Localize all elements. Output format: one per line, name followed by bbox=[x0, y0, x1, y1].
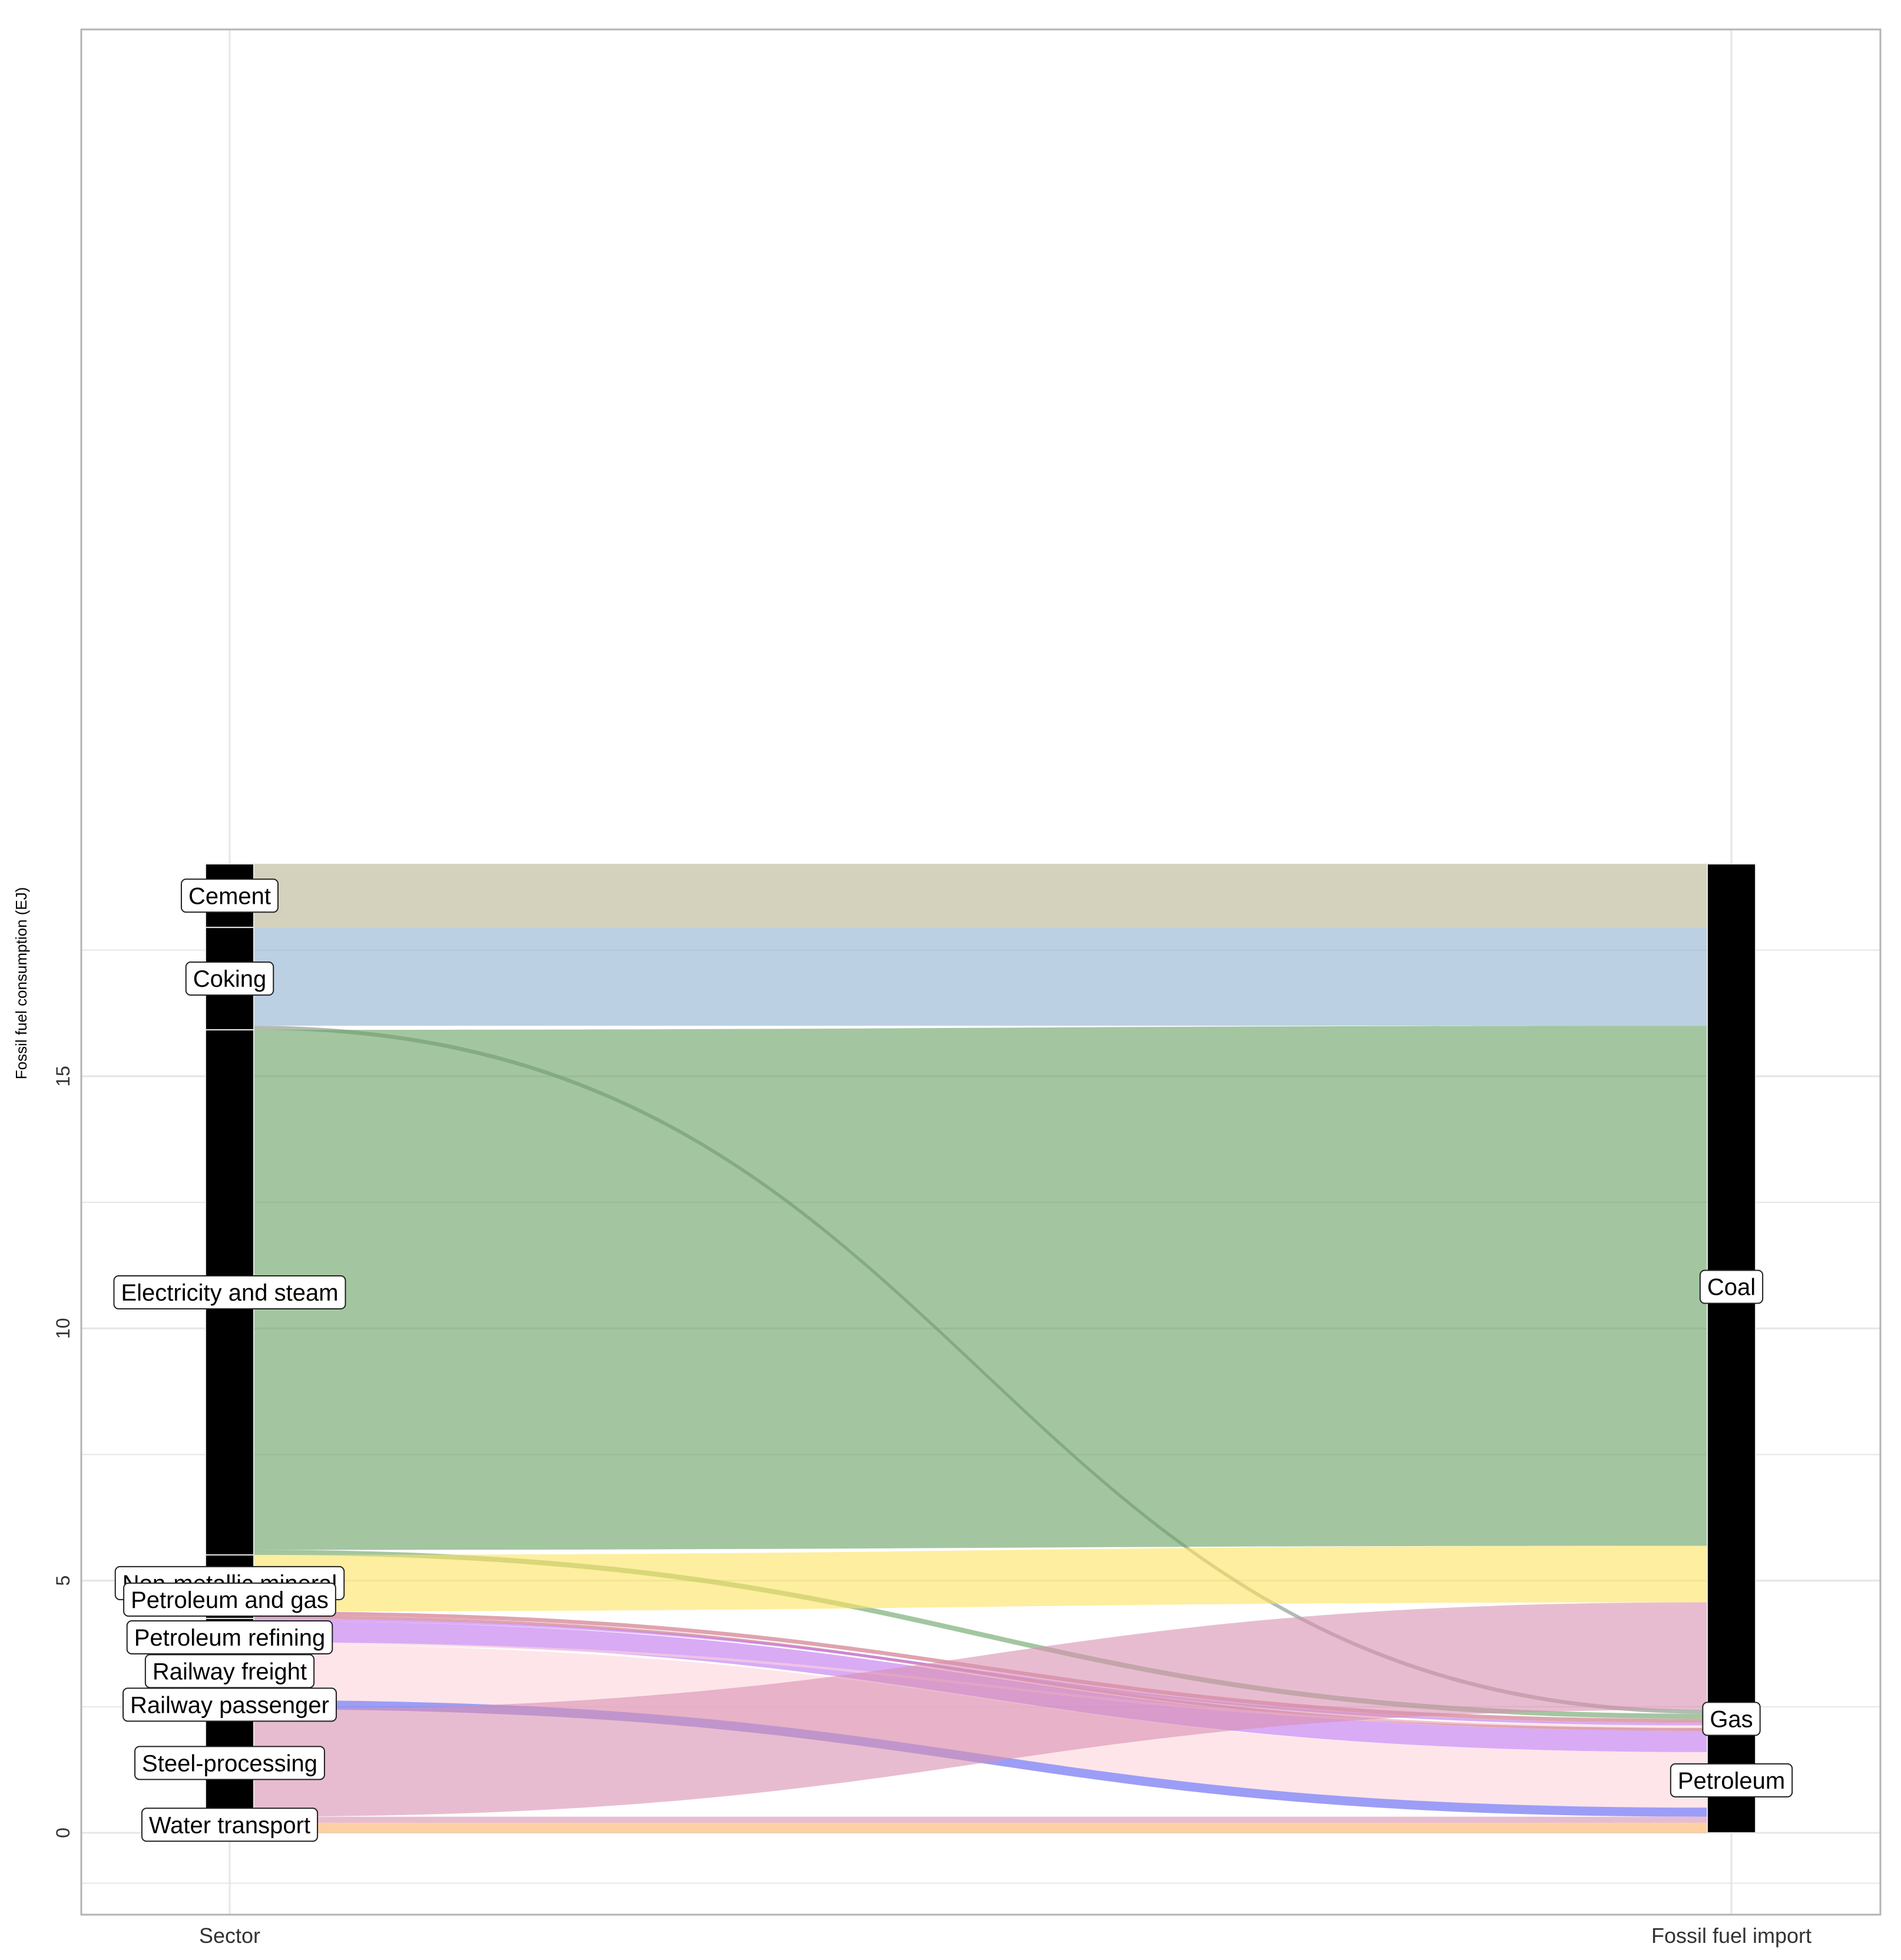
label-gas-text: Gas bbox=[1710, 1706, 1753, 1732]
flow-electricity-and-steam-to-coal bbox=[254, 1026, 1707, 1550]
label-water-transport-box bbox=[141, 1808, 319, 1842]
label-gas: Gas bbox=[1702, 1702, 1761, 1736]
flow-cement-to-coal bbox=[254, 864, 1707, 928]
label-coking-box bbox=[185, 961, 274, 996]
y-axis-ticks: 0 5 10 15 bbox=[52, 1066, 74, 1838]
label-coal-box bbox=[1699, 1269, 1764, 1304]
label-petroleum-refining: Petroleum refining bbox=[126, 1620, 333, 1655]
x-tick-label: Sector bbox=[199, 1923, 260, 1948]
label-electricity-and-steam: Electricity and steam bbox=[113, 1275, 346, 1310]
label-coking-text: Coking bbox=[193, 966, 267, 992]
label-railway-passenger-box bbox=[122, 1687, 337, 1722]
label-electricity-and-steam-box bbox=[113, 1275, 346, 1310]
label-cement: Cement bbox=[180, 878, 279, 913]
flow-bands bbox=[254, 864, 1707, 1833]
label-steel-processing-box bbox=[134, 1746, 325, 1780]
label-petroleum-and-gas: Petroleum and gas bbox=[123, 1582, 336, 1617]
label-petroleum-refining-text: Petroleum refining bbox=[134, 1625, 326, 1651]
label-railway-passenger-text: Railway passenger bbox=[130, 1692, 329, 1718]
label-cement-text: Cement bbox=[188, 883, 271, 909]
label-coking: Coking bbox=[185, 961, 274, 996]
y-axis-title: Fossil fuel consumption (EJ) bbox=[12, 887, 30, 1080]
label-steel-processing: Steel-processing bbox=[134, 1746, 325, 1780]
label-petroleum-box bbox=[1670, 1763, 1793, 1798]
label-coal-text: Coal bbox=[1707, 1275, 1756, 1301]
x-axis-ticks: Sector Fossil fuel import bbox=[199, 1923, 1811, 1948]
y-tick-label: 5 bbox=[52, 1576, 74, 1586]
label-petroleum-text: Petroleum bbox=[1678, 1768, 1785, 1794]
label-railway-passenger: Railway passenger bbox=[122, 1687, 337, 1722]
label-petroleum-and-gas-box bbox=[123, 1582, 336, 1617]
flow-coking-to-coal bbox=[254, 927, 1707, 1026]
plot-border bbox=[80, 28, 1882, 1916]
flow-steel-processing-to-coal bbox=[254, 1602, 1707, 1817]
y-tick-label: 0 bbox=[52, 1828, 74, 1838]
x-tick-label: Fossil fuel import bbox=[1651, 1923, 1811, 1948]
y-tick-label: 15 bbox=[52, 1066, 74, 1087]
flow-non-metallic-mineral-to-coal bbox=[254, 1546, 1707, 1611]
flow-electricity-and-steam-to-gas bbox=[254, 1550, 1707, 1719]
label-water-transport-text: Water transport bbox=[149, 1812, 310, 1838]
label-petroleum-and-gas-text: Petroleum and gas bbox=[131, 1587, 329, 1613]
label-railway-freight: Railway freight bbox=[144, 1654, 315, 1689]
label-steel-processing-text: Steel-processing bbox=[142, 1750, 317, 1776]
label-railway-freight-text: Railway freight bbox=[153, 1659, 307, 1684]
flow-water-transport-to-petroleum bbox=[254, 1822, 1707, 1833]
label-electricity-and-steam-text: Electricity and steam bbox=[121, 1280, 338, 1306]
label-cement-box bbox=[180, 878, 279, 913]
flow-water-transport-to-petroleum bbox=[254, 1816, 1707, 1823]
label-petroleum-refining-box bbox=[126, 1620, 333, 1655]
label-coal: Coal bbox=[1699, 1269, 1764, 1304]
label-petroleum: Petroleum bbox=[1670, 1763, 1793, 1798]
label-water-transport: Water transport bbox=[141, 1808, 319, 1842]
y-tick-label: 10 bbox=[52, 1318, 74, 1339]
label-gas-box bbox=[1702, 1702, 1761, 1736]
